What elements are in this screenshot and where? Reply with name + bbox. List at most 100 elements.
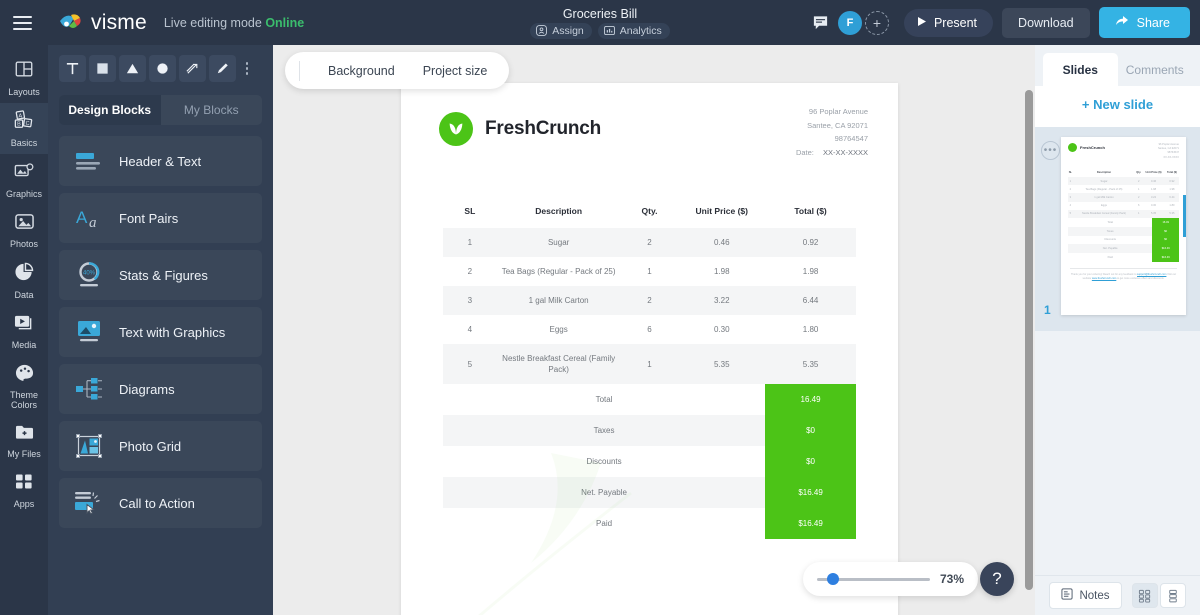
thumbnail-date: XX-XX-XXXX (1163, 155, 1179, 159)
summary-table: Total 16.49 Taxes $0 Discounts $0 Net. (443, 384, 856, 539)
summary-label: Discounts (586, 457, 622, 466)
line-tool[interactable] (179, 55, 206, 82)
square-tool[interactable] (89, 55, 116, 82)
top-bar-actions: F + Present Download Share (812, 0, 1190, 45)
sidebar-item-label: Apps (13, 499, 35, 509)
thumbnail-summary-table: Total 16.49 Taxes $0 Discounts $0 (1068, 217, 1179, 262)
cell-description: Tea Bags (Regular - Pack of 25) (501, 267, 616, 276)
tab-my-blocks[interactable]: My Blocks (183, 103, 239, 117)
list-view-icon[interactable] (1159, 583, 1186, 608)
slide-thumbnail-1[interactable]: FreshCrunch 96 Poplar Avenue Santee, CA … (1061, 137, 1186, 315)
block-label: Stats & Figures (119, 267, 208, 283)
sidebar-item-apps[interactable]: Apps (0, 465, 48, 515)
shape-toolbar (59, 55, 262, 82)
grid-view-icon[interactable] (1131, 583, 1158, 608)
tab-slides[interactable]: Slides (1043, 53, 1118, 86)
canvas-vertical-scrollbar[interactable] (1025, 90, 1033, 590)
table-row[interactable]: 4 Eggs 6 0.30 1.80 (443, 315, 856, 344)
date-label: Date: (795, 147, 814, 157)
tab-design-blocks[interactable]: Design Blocks (59, 95, 161, 125)
analytics-label: Analytics (619, 24, 662, 37)
zoom-control: 73% (803, 562, 978, 596)
block-stats-figures[interactable]: 40% Stats & Figures (59, 250, 262, 300)
my-files-icon (14, 423, 35, 446)
document-canvas[interactable]: FreshCrunch 96 Poplar Avenue Santee, CA … (401, 83, 898, 615)
cell-unit-price: 1.98 (713, 267, 730, 276)
summary-row[interactable]: Net. Payable $16.49 (443, 477, 856, 508)
share-label: Share (1136, 15, 1170, 30)
footer-website-link[interactable]: www.freshcrunch.com (1091, 276, 1117, 280)
draw-tool[interactable] (209, 55, 236, 82)
thumbnail-summary-row: Paid $16.49 (1068, 253, 1179, 262)
more-horizontal-icon[interactable]: ••• (1041, 141, 1060, 160)
zoom-slider-thumb[interactable] (826, 573, 839, 585)
present-button[interactable]: Present (903, 8, 994, 37)
th-sl: SL (464, 206, 476, 216)
summary-row[interactable]: Total 16.49 (443, 384, 856, 415)
visme-logo[interactable]: visme (58, 11, 147, 35)
text-tool[interactable] (59, 55, 86, 82)
table-row[interactable]: 5 Nestle Breakfast Cereal (Family Pack) … (443, 344, 856, 384)
new-slide-button[interactable]: + New slide (1081, 97, 1154, 112)
download-button[interactable]: Download (1002, 7, 1090, 38)
block-call-to-action[interactable]: Call to Action (59, 478, 262, 528)
invoice-header: FreshCrunch 96 Poplar Avenue Santee, CA … (401, 83, 898, 188)
cell-qty: 1 (620, 344, 679, 384)
table-row[interactable]: 3 1 gal Milk Carton 2 3.22 6.44 (443, 286, 856, 315)
summary-row[interactable]: Discounts $0 (443, 446, 856, 477)
stats-figures-icon: 40% (73, 261, 105, 289)
analytics-button[interactable]: Analytics (597, 22, 670, 39)
live-mode-status: Online (265, 15, 305, 30)
theme-colors-icon (14, 363, 35, 387)
avatar[interactable]: F (837, 10, 862, 35)
svg-text:A: A (19, 113, 23, 119)
summary-row[interactable]: Taxes $0 (443, 415, 856, 446)
share-button[interactable]: Share (1098, 7, 1190, 38)
block-label: Diagrams (119, 381, 175, 397)
block-diagrams[interactable]: Diagrams (59, 364, 262, 414)
circle-tool[interactable] (149, 55, 176, 82)
sidebar-item-media[interactable]: Media (0, 306, 48, 356)
sidebar-item-layouts[interactable]: Layouts (0, 52, 48, 103)
cell-total: 1.80 (802, 325, 819, 334)
project-size-button[interactable]: Project size (422, 63, 488, 78)
block-header-text[interactable]: Header & Text (59, 136, 262, 186)
add-member-icon[interactable]: + (864, 10, 889, 35)
cell-sl: 2 (467, 267, 473, 276)
triangle-tool[interactable] (119, 55, 146, 82)
block-photo-grid[interactable]: Photo Grid (59, 421, 262, 471)
more-vertical-icon[interactable] (239, 62, 255, 75)
tab-comments[interactable]: Comments (1125, 63, 1184, 77)
sidebar-item-basics[interactable]: A B C Basics (0, 103, 48, 154)
help-button[interactable]: ? (980, 562, 1014, 596)
th-total: Total ($) (794, 206, 827, 216)
summary-row[interactable]: Paid $16.49 (443, 508, 856, 539)
sidebar-item-data[interactable]: Data (0, 255, 48, 306)
cell-qty: 2 (620, 286, 679, 315)
address-line-1: 96 Poplar Avenue (808, 107, 868, 116)
table-row[interactable]: 1 Sugar 2 0.46 0.92 (443, 228, 856, 257)
thumbnail-th-total: Total ($) (1166, 171, 1177, 175)
media-icon (13, 313, 35, 337)
zoom-slider[interactable] (817, 573, 930, 585)
company-address: 96 Poplar Avenue Santee, CA 92071 987645… (796, 105, 868, 159)
cell-sl: 3 (443, 286, 497, 315)
hamburger-icon[interactable] (0, 0, 44, 45)
sidebar-item-label: Theme Colors (9, 390, 38, 410)
assign-button[interactable]: Assign (530, 22, 592, 39)
top-bar: visme Live editing mode Online Groceries… (0, 0, 1200, 45)
background-button[interactable]: Background (328, 63, 395, 78)
block-text-with-graphics[interactable]: Text with Graphics (59, 307, 262, 357)
comment-icon[interactable] (812, 14, 829, 31)
sidebar-item-theme-colors[interactable]: Theme Colors (0, 356, 48, 416)
sidebar-item-graphics[interactable]: Graphics (0, 154, 48, 205)
sidebar-item-photos[interactable]: Photos (0, 205, 48, 255)
left-rail: Layouts A B C Basics Graphics (0, 45, 48, 615)
table-row[interactable]: 2 Tea Bags (Regular - Pack of 25) 1 1.98… (443, 257, 856, 286)
sidebar-item-label: Media (11, 340, 37, 350)
footer-email-link[interactable]: support@freshcrunch.com (1137, 272, 1167, 276)
canvas-area[interactable]: FreshCrunch 96 Poplar Avenue Santee, CA … (273, 45, 1035, 615)
notes-button[interactable]: Notes (1049, 582, 1122, 609)
sidebar-item-my-files[interactable]: My Files (0, 416, 48, 465)
